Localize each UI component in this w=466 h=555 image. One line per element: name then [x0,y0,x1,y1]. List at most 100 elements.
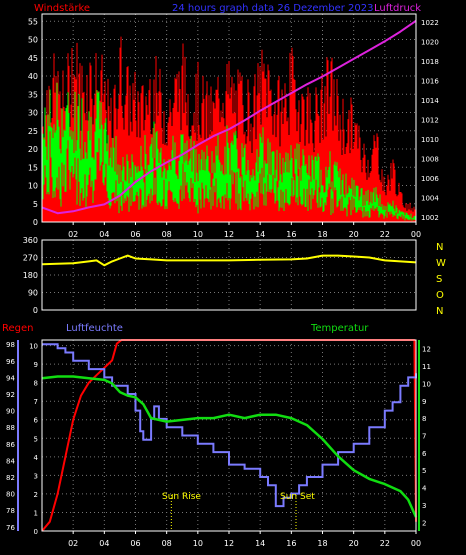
x-tick-label: 12 [224,539,234,548]
wind-tick-label: 25 [28,127,38,136]
temperature-tick-label: 4 [422,485,427,493]
temperature-tick-label: 6 [422,450,427,458]
direction-line [41,254,417,267]
temperature-tick-label: 9 [422,398,426,406]
direction-series [41,254,417,267]
x-tick-label: 00 [411,539,421,548]
rain-tick-label: 8 [34,380,38,388]
rain-tick-label: 4 [34,454,39,462]
direction-axis-ticks: 0 90 180 270 360 [23,236,38,315]
wind-tick-label: 40 [28,72,38,81]
x-tick-label: 04 [99,539,109,548]
temperature-tick-label: 5 [422,467,426,475]
x-tick-label: 16 [286,230,296,239]
direction-plot-frame [41,239,417,311]
wind-tick-label: 35 [28,90,38,99]
temperature-tick-label: 3 [422,502,426,510]
humidity-label: Luftfeuchte [66,323,123,334]
wind-title: Windstärke [34,3,90,14]
humidity-tick-label: 80 [6,491,15,499]
temperature-series [41,375,418,518]
direction-tick-label: 180 [23,271,38,280]
pressure-tick-label: 1014 [421,97,439,105]
hour-axis-ticks-3: 02 04 06 08 10 12 14 16 18 20 22 00 [68,531,421,548]
wind-tick-label: 50 [28,36,38,45]
wind-tick-label: 20 [28,145,38,154]
rain-tick-label: 10 [29,343,38,351]
climate-plot-frame [41,339,417,532]
humidity-tick-label: 92 [6,391,15,399]
rain-tick-label: 0 [34,528,38,536]
wind-tick-label: 15 [28,163,38,172]
x-tick-label: 12 [224,230,234,239]
temperature-tick-label: 2 [422,519,426,527]
temperature-tick-label: 12 [422,346,431,354]
humidity-tick-label: 98 [6,341,15,349]
pressure-series [41,19,417,215]
humidity-tick-label: 94 [6,374,15,382]
humidity-series [42,343,417,508]
compass-label: O [436,290,444,301]
temperature-label: Temperatur [310,323,369,334]
rain-tick-label: 9 [34,361,38,369]
humidity-tick-label: 90 [6,408,15,416]
x-tick-label: 22 [380,230,390,239]
x-tick-label: 16 [286,539,296,548]
pressure-line [41,19,417,215]
x-tick-label: 08 [162,230,172,239]
humidity-tick-label: 96 [6,358,15,366]
x-tick-label: 02 [68,230,78,239]
x-tick-label: 08 [162,539,172,548]
direction-tick-label: 360 [23,236,38,245]
temperature-tick-label: 8 [422,415,426,423]
sun-markers [170,495,297,531]
direction-tick-label: 90 [28,289,38,298]
compass-label: W [436,258,446,269]
humidity-tick-label: 86 [6,441,15,449]
humidity-axis-ticks: 76 78 80 82 84 86 88 90 92 94 96 98 [6,340,19,532]
x-tick-label: 14 [255,539,265,548]
humidity-tick-label: 78 [6,507,15,515]
x-tick-label: 00 [411,230,421,239]
x-tick-label: 10 [193,539,203,548]
x-tick-label: 18 [317,230,327,239]
direction-tick-label: 270 [23,254,38,263]
rain-tick-label: 6 [34,417,39,425]
rain-axis-ticks: 0 1 2 3 4 5 6 7 8 9 10 [29,343,38,536]
compass-label: S [436,274,442,285]
humidity-tick-label: 76 [6,524,15,532]
x-tick-label: 20 [349,539,359,548]
humidity-tick-label: 84 [6,457,15,465]
wind-tick-label: 55 [28,17,38,26]
sun-rise-label: Sun Rise [162,492,201,502]
pressure-axis-ticks: 1002 1004 1006 1008 1010 1012 1014 1016 1018 1020… [421,19,439,222]
x-tick-label: 20 [349,230,359,239]
pressure-tick-label: 1002 [421,214,439,222]
temperature-line [41,375,418,518]
pressure-tick-label: 1022 [421,19,439,27]
temperature-tick-label: 11 [422,363,431,371]
pressure-tick-label: 1012 [421,116,439,124]
x-tick-label: 18 [317,539,327,548]
x-tick-label: 02 [68,539,78,548]
x-tick-label: 10 [193,230,203,239]
rain-tick-label: 5 [34,435,38,443]
x-tick-label: 14 [255,230,265,239]
rain-label: Regen [2,323,34,334]
wind-plot-frame [41,13,417,223]
direction-tick-label: 0 [33,306,38,315]
x-tick-label: 06 [130,230,140,239]
rain-tick-label: 2 [34,491,38,499]
x-tick-label: 06 [130,539,140,548]
wind-tick-label: 30 [28,109,38,118]
temperature-axis-ticks: 2 3 4 5 6 7 8 9 10 11 12 [418,340,431,531]
wind-axis-ticks: 0 5 10 15 20 25 30 35 40 45 50 55 [28,17,38,227]
pressure-title: Luftdruck [374,3,421,14]
rain-tick-label: 7 [34,398,38,406]
rain-tick-label: 1 [34,509,38,517]
rain-tick-label: 3 [34,472,38,480]
wind-tick-label: 0 [33,218,38,227]
wind-tick-label: 45 [28,54,38,63]
hour-axis-ticks-1: 02 04 06 08 10 12 14 16 18 20 22 00 [68,222,421,239]
